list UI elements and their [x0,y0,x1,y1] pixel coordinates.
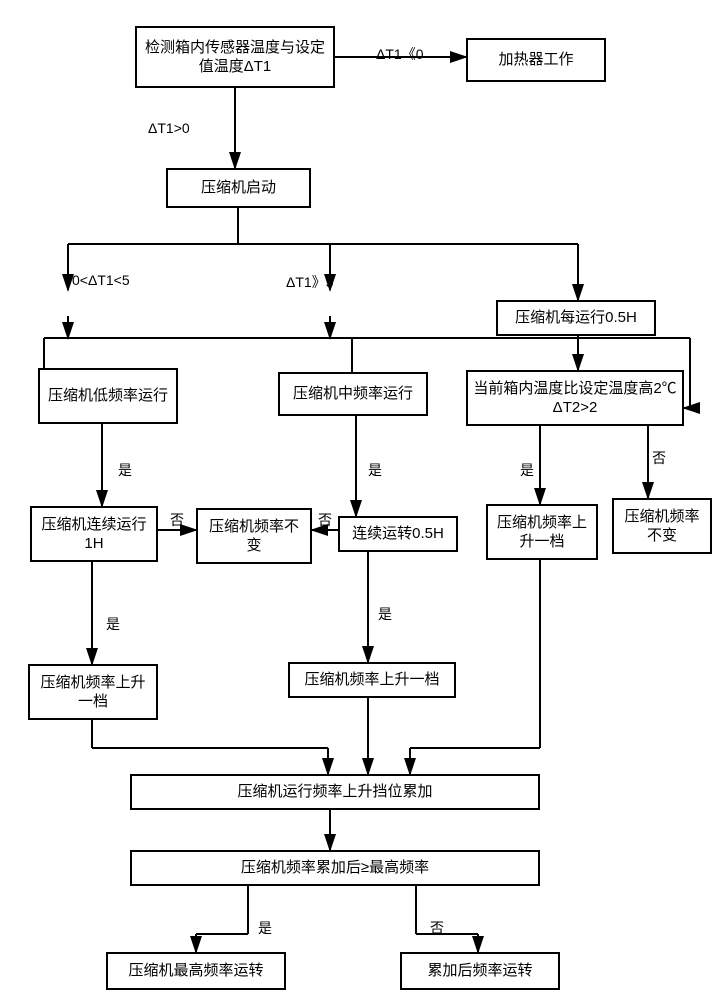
node-n_mid: 压缩机中频率运行 [278,372,428,416]
node-n_fsame1: 压缩机频率不变 [196,508,312,564]
node-n_fsame2: 压缩机频率不变 [612,498,712,554]
node-n_detect: 检测箱内传感器温度与设定值温度ΔT1 [135,26,335,88]
label-l_no1: 否 [170,510,184,530]
label-l_no2: 否 [318,510,332,530]
label-l_yes5: 是 [378,604,392,624]
node-n_up1m: 压缩机频率上升一档 [288,662,456,698]
label-l_t1_g5: ΔT1》5 [286,272,333,292]
label-l_no4: 否 [430,918,444,938]
label-l_t1_lt0: ΔT1《0 [376,44,423,64]
label-l_yes6: 是 [258,918,272,938]
node-n_gemax: 压缩机频率累加后≥最高频率 [130,850,540,886]
label-l_t1_gt0: ΔT1>0 [148,120,190,136]
node-n_up1r: 压缩机频率上升一档 [486,504,598,560]
node-n_accrun: 累加后频率运转 [400,952,560,990]
node-n_start: 压缩机启动 [166,168,311,208]
label-l_no3: 否 [652,448,666,468]
label-l_yes3: 是 [520,460,534,480]
label-l_yes1: 是 [118,460,132,480]
node-n_low: 压缩机低频率运行 [38,368,178,424]
node-n_maxrun: 压缩机最高频率运转 [106,952,286,990]
node-n_run1h: 压缩机连续运行1H [30,506,158,562]
node-n_half: 压缩机每运行0.5H [496,300,656,336]
node-n_run05: 连续运转0.5H [338,516,458,552]
label-l_yes2: 是 [368,460,382,480]
node-n_up1l: 压缩机频率上升一档 [28,664,158,720]
node-n_heater: 加热器工作 [466,38,606,82]
node-n_hi2c: 当前箱内温度比设定温度高2℃ ΔT2>2 [466,370,684,426]
label-l_yes4: 是 [106,614,120,634]
node-n_accum: 压缩机运行频率上升挡位累加 [130,774,540,810]
label-l_t1_05: 0<ΔT1<5 [72,272,130,288]
